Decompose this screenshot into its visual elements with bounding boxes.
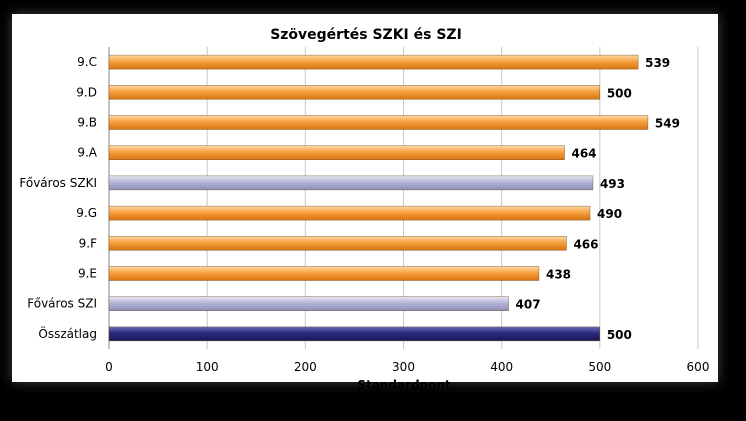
- value-label: 500: [607, 328, 632, 342]
- bar: [108, 145, 565, 160]
- x-axis-title: Standardpont: [357, 378, 451, 392]
- value-label: 493: [600, 177, 625, 191]
- chart-title: Szövegértés SZKI és SZI: [270, 27, 462, 43]
- x-tick-label: 0: [105, 360, 113, 374]
- category-label: Főváros SZI: [27, 297, 97, 311]
- value-label: 407: [516, 298, 541, 312]
- value-label: 549: [655, 117, 680, 131]
- bar: [108, 85, 601, 100]
- bar: [108, 54, 639, 70]
- value-label: 490: [597, 207, 622, 221]
- value-label: 466: [573, 237, 598, 251]
- category-label: Összátlag: [38, 325, 97, 341]
- value-labels: 539 500 549 464 493 490 466 438 407 500: [516, 56, 680, 342]
- value-label: 500: [607, 86, 632, 100]
- x-tick-labels: 0 100 200 300 400 500 600: [105, 360, 709, 374]
- category-label: 9.F: [79, 236, 97, 250]
- x-tick-label: 600: [687, 360, 710, 374]
- x-tick-label: 100: [196, 360, 219, 374]
- category-label: 9.E: [78, 267, 97, 281]
- x-tick-label: 400: [490, 360, 513, 374]
- category-labels: 9.C 9.D 9.B 9.A Főváros SZKI 9.G 9.F 9.E Főváros…: [19, 55, 97, 341]
- category-label: 9.B: [77, 116, 97, 130]
- value-label: 438: [546, 268, 571, 282]
- x-tick-label: 200: [294, 360, 317, 374]
- value-label: 539: [645, 56, 670, 70]
- bar: [108, 296, 509, 311]
- category-label: Főváros SZKI: [19, 176, 97, 190]
- bar: [108, 326, 601, 342]
- value-label: 464: [571, 147, 596, 161]
- x-tick-label: 300: [392, 360, 415, 374]
- bar: [108, 205, 591, 221]
- category-label: 9.C: [77, 55, 97, 69]
- bar: [108, 115, 649, 130]
- category-label: 9.D: [76, 85, 97, 99]
- category-label: 9.G: [76, 206, 97, 220]
- category-label: 9.A: [77, 146, 97, 160]
- bar: [108, 175, 594, 191]
- bar: [108, 266, 540, 281]
- bars: [108, 54, 649, 342]
- x-tick-label: 500: [588, 360, 611, 374]
- bar: [108, 236, 567, 251]
